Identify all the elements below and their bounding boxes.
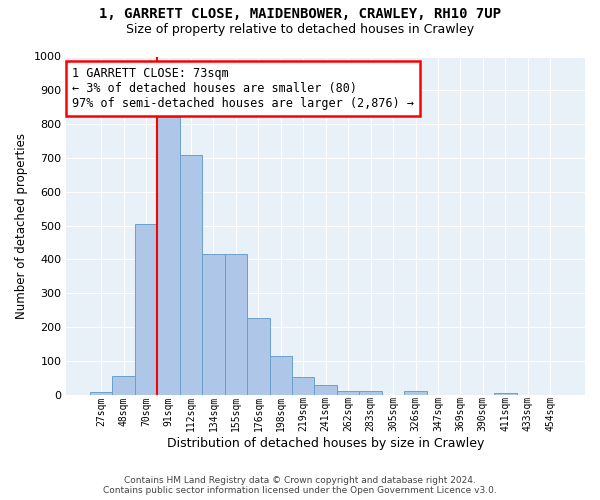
Bar (494, 393, 517, 395)
Bar (112, 376, 135, 395)
Bar (224, 254, 247, 395)
Bar (202, 254, 224, 395)
Bar (337, 390, 359, 395)
Bar (247, 318, 269, 395)
Bar (269, 356, 292, 395)
Y-axis label: Number of detached properties: Number of detached properties (15, 132, 28, 318)
Bar (90, 392, 112, 395)
X-axis label: Distribution of detached houses by size in Crawley: Distribution of detached houses by size … (167, 437, 484, 450)
Bar (157, 118, 180, 395)
Bar (180, 154, 202, 395)
Bar (404, 390, 427, 395)
Bar (359, 390, 382, 395)
Text: 1 GARRETT CLOSE: 73sqm
← 3% of detached houses are smaller (80)
97% of semi-deta: 1 GARRETT CLOSE: 73sqm ← 3% of detached … (71, 66, 413, 110)
Bar (314, 384, 337, 395)
Bar (292, 377, 314, 395)
Text: Size of property relative to detached houses in Crawley: Size of property relative to detached ho… (126, 22, 474, 36)
Text: 1, GARRETT CLOSE, MAIDENBOWER, CRAWLEY, RH10 7UP: 1, GARRETT CLOSE, MAIDENBOWER, CRAWLEY, … (99, 8, 501, 22)
Text: Contains HM Land Registry data © Crown copyright and database right 2024.
Contai: Contains HM Land Registry data © Crown c… (103, 476, 497, 495)
Bar (135, 224, 157, 395)
